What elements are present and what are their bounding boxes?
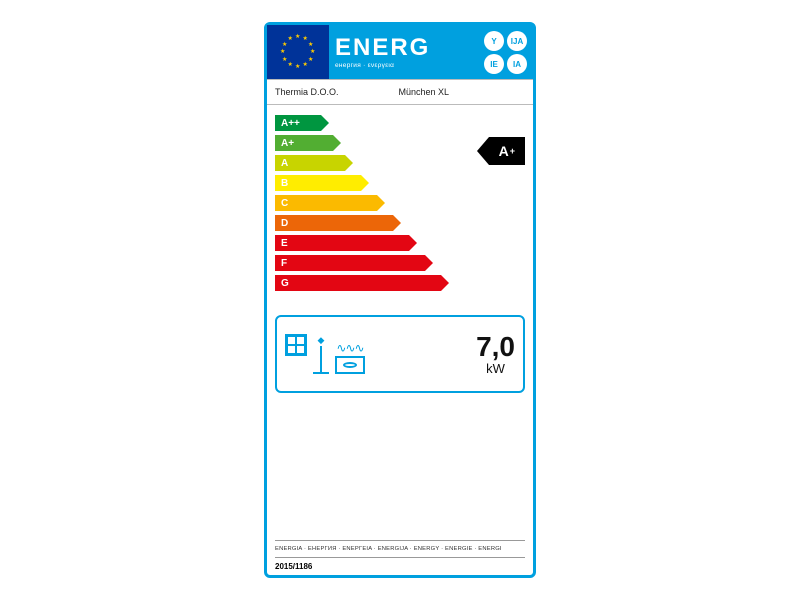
class-arrow-label: F xyxy=(275,255,425,271)
class-arrow: F xyxy=(275,255,433,271)
class-arrow-label: A xyxy=(275,155,345,171)
energ-banner: ENERG енергия · ενεργεια YIJAIEIA xyxy=(329,25,533,79)
label-header: ★★★★★★★★★★★★ ENERG енергия · ενεργεια YI… xyxy=(267,25,533,79)
lang-pill: IA xyxy=(507,54,527,74)
eu-star-icon: ★ xyxy=(295,34,300,40)
power-output-box: ◆ ∿∿∿ 7,0 kW xyxy=(275,315,525,393)
class-arrow-label: A+ xyxy=(275,135,333,151)
class-arrow: A+ xyxy=(275,135,341,151)
eu-star-icon: ★ xyxy=(288,62,293,68)
supplier-row: Thermia D.O.O. München XL xyxy=(267,79,533,105)
stove-icon: ∿∿∿ xyxy=(335,341,365,374)
class-arrow: B xyxy=(275,175,369,191)
eu-star-icon: ★ xyxy=(308,42,313,48)
class-arrow: A++ xyxy=(275,115,329,131)
power-unit: kW xyxy=(476,361,515,376)
energ-word: ENERG xyxy=(335,36,430,60)
eu-star-icon: ★ xyxy=(308,57,313,63)
eu-flag-icon: ★★★★★★★★★★★★ xyxy=(267,25,329,79)
eu-star-icon: ★ xyxy=(303,62,308,68)
power-value: 7,0 xyxy=(476,333,515,361)
lang-pill: IE xyxy=(484,54,504,74)
class-arrow-tip xyxy=(345,155,353,171)
class-arrow-tip xyxy=(333,135,341,151)
class-arrow-tip xyxy=(377,195,385,211)
class-arrow: A xyxy=(275,155,353,171)
class-arrow-tip xyxy=(321,115,329,131)
class-arrow-tip xyxy=(393,215,401,231)
footer-languages: ENERGIA · ЕНЕРГИЯ · ΕΝΕΡΓΕΙΑ · ENERGIJA … xyxy=(275,540,525,557)
efficiency-scale: A+ A++A+ABCDEFG xyxy=(267,115,533,305)
model-name: München XL xyxy=(399,87,450,97)
energ-subline: енергия · ενεργεια xyxy=(335,62,394,69)
lang-pill: IJA xyxy=(507,31,527,51)
energy-label: ★★★★★★★★★★★★ ENERG енергия · ενεργεια YI… xyxy=(264,22,536,578)
class-arrow-label: G xyxy=(275,275,441,291)
class-arrow-label: C xyxy=(275,195,377,211)
class-arrow-tip xyxy=(409,235,417,251)
class-arrow-label: B xyxy=(275,175,361,191)
rating-suffix: + xyxy=(510,146,515,156)
supplier-name: Thermia D.O.O. xyxy=(275,87,339,97)
product-rating-badge: A+ xyxy=(477,137,525,165)
class-arrow-label: A++ xyxy=(275,115,321,131)
class-arrow: D xyxy=(275,215,401,231)
eu-star-icon: ★ xyxy=(282,42,287,48)
class-arrow-label: E xyxy=(275,235,409,251)
regulation-number: 2015/1186 xyxy=(275,557,525,571)
class-arrow: E xyxy=(275,235,417,251)
eu-star-icon: ★ xyxy=(295,64,300,70)
eu-star-icon: ★ xyxy=(280,49,285,55)
window-icon xyxy=(285,334,307,356)
class-arrow: C xyxy=(275,195,385,211)
heater-pictogram: ◆ ∿∿∿ xyxy=(285,334,365,374)
rating-letter: A xyxy=(499,143,509,159)
class-arrow-tip xyxy=(441,275,449,291)
lamp-icon: ◆ xyxy=(313,335,329,374)
class-arrow-tip xyxy=(425,255,433,271)
class-arrow-label: D xyxy=(275,215,393,231)
eu-star-icon: ★ xyxy=(310,49,315,55)
class-arrow-tip xyxy=(361,175,369,191)
eu-star-icon: ★ xyxy=(282,57,287,63)
eu-star-icon: ★ xyxy=(288,36,293,42)
lang-pill: Y xyxy=(484,31,504,51)
class-arrow: G xyxy=(275,275,449,291)
